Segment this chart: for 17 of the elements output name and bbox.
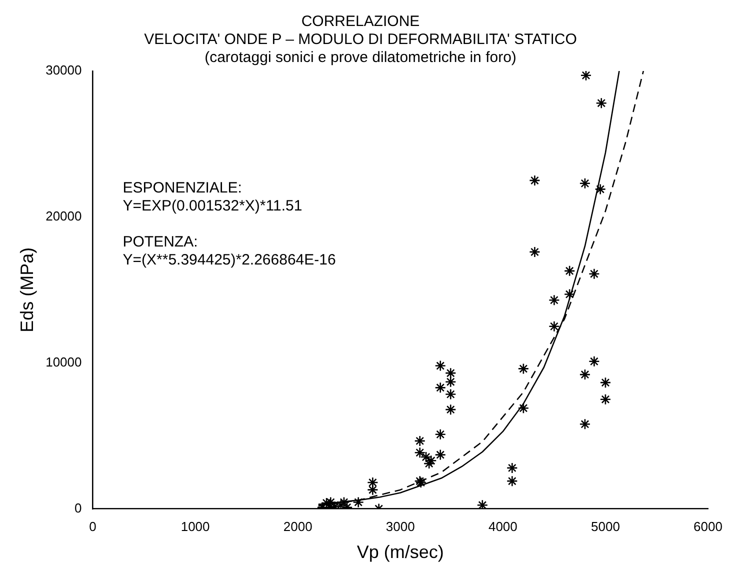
y-tick-label: 30000 — [46, 62, 82, 78]
chart-title: CORRELAZIONE — [301, 13, 420, 30]
x-axis-title: Vp (m/sec) — [356, 542, 444, 562]
y-tick-label: 0 — [74, 500, 82, 516]
x-tick-label: 0 — [89, 519, 96, 534]
y-axis-title: Eds (MPa) — [16, 247, 37, 332]
x-tick-label: 3000 — [386, 519, 415, 534]
x-tick-label: 2000 — [283, 519, 312, 534]
x-tick-label: 4000 — [488, 519, 518, 534]
annotation: POTENZA: Y=(X**5.394425)*2.266864E-16 — [122, 234, 336, 269]
y-tick-label: 20000 — [46, 208, 82, 224]
y-tick-label: 10000 — [46, 354, 82, 370]
x-tick-label: 5000 — [590, 519, 620, 534]
chart-subtitle: VELOCITA' ONDE P – MODULO DI DEFORMABILITA' STATICO (carotaggi sonici e prove dilatometriche in foro) — [144, 31, 577, 66]
annotation: ESPONENZIALE: Y=EXP(0.001532*X)*11.51 — [122, 180, 302, 215]
x-tick-label: 6000 — [694, 519, 722, 534]
x-tick-label: 1000 — [180, 519, 210, 534]
